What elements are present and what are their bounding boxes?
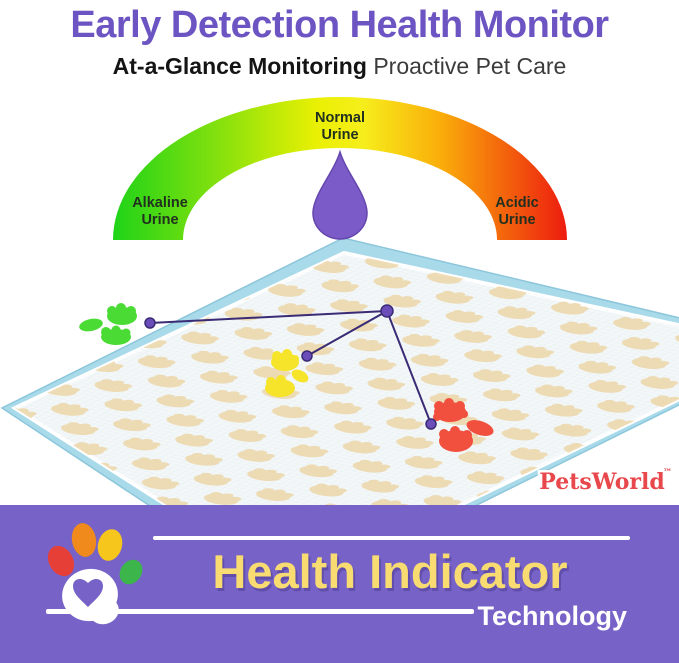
bottom-banner: Health Indicator Technology (0, 505, 679, 663)
urine-drop-icon (312, 149, 368, 240)
petsworld-logo: PetsWorld (539, 469, 664, 495)
svg-text:Urine: Urine (141, 212, 178, 228)
multicolor-paw-icon (47, 523, 143, 625)
gauge-label-alkaline: Alkaline Urine (132, 195, 188, 228)
acidic-paw-prints-red (433, 398, 494, 452)
gauge-label-acidic: Acidic Urine (495, 195, 539, 228)
subtitle-bold-text: At-a-Glance Monitoring (112, 53, 367, 79)
paw-toe-green (119, 559, 143, 585)
page-title: Early Detection Health Monitor (70, 4, 609, 46)
svg-text:Normal: Normal (315, 110, 365, 126)
subtitle-regular-text: Proactive Pet Care (373, 53, 567, 79)
indicator-connector-dots (144, 304, 437, 430)
normal-paw-prints-yellow (265, 349, 309, 397)
page-subtitle: At-a-Glance Monitoring Proactive Pet Car… (0, 46, 679, 80)
alkaline-paw-prints-green (79, 303, 137, 345)
paw-toe-red (47, 545, 75, 577)
banner-title: Health Indicator (212, 545, 568, 598)
header: Early Detection Health Monitor At-a-Glan… (0, 0, 679, 80)
heart-icon (73, 579, 103, 607)
svg-text:Urine: Urine (321, 127, 358, 143)
petsworld-trademark: ™ (663, 468, 672, 478)
gauge-label-normal: Normal Urine (315, 110, 365, 143)
svg-text:Acidic: Acidic (495, 195, 539, 211)
ph-gauge-arc (113, 97, 567, 241)
paw-toe-orange (71, 523, 97, 557)
pad-paw-wallpaper (15, 253, 679, 586)
banner-top-rule (153, 536, 630, 540)
banner-subtitle: Technology (477, 601, 627, 631)
svg-text:Alkaline: Alkaline (132, 195, 188, 211)
paw-toe-yellow (97, 529, 123, 561)
banner-bottom-rule (46, 609, 474, 614)
indicator-connector-lines (149, 310, 432, 425)
svg-text:Urine: Urine (498, 212, 535, 228)
